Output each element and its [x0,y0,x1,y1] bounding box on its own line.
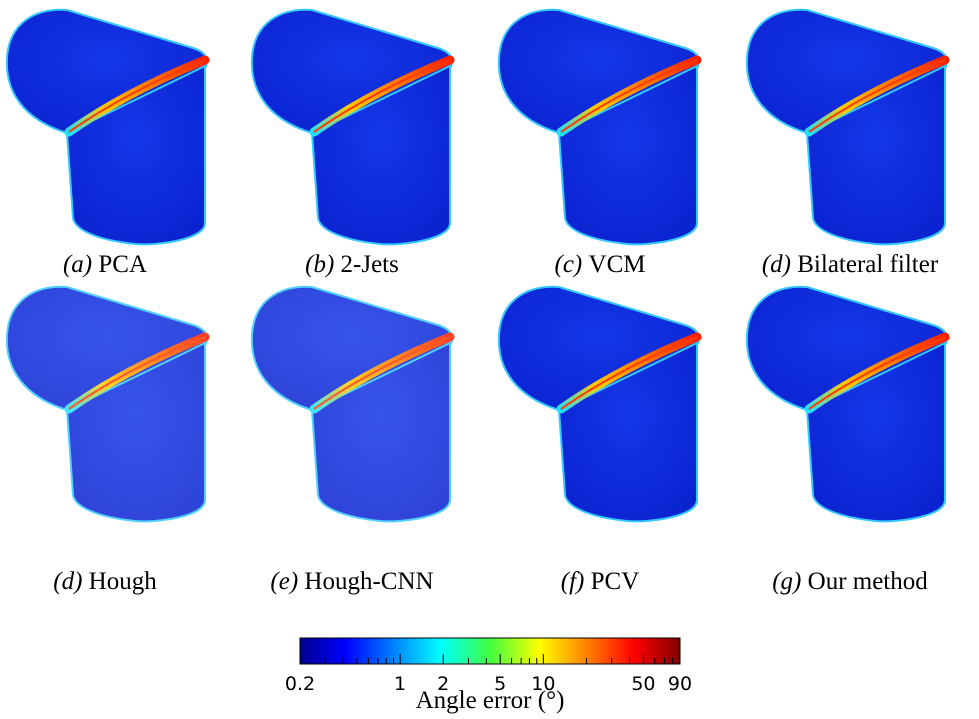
caption-label: PCV [591,568,640,595]
rendering [252,287,452,522]
tick-label: 0.2 [285,673,315,695]
rendering [747,287,947,522]
tick-label: 2 [437,673,449,695]
rendering [747,10,947,245]
panels: (a) PCA (b) 2-Jets (c) VCM (d) Bilateral fi… [7,10,947,595]
caption: (c) VCM [555,251,646,278]
caption: (a) PCA [63,251,147,278]
caption-label: PCA [98,251,147,278]
caption: (d) Bilateral filter [762,251,939,278]
rendering [252,10,452,245]
caption: (d) Hough [53,568,157,595]
tick-label: 5 [494,673,506,695]
tick-label: 90 [668,673,692,695]
caption-label: Bilateral filter [797,251,939,278]
rendering [7,10,207,245]
tick-label: 1 [394,673,406,695]
caption-tag: (f) [561,568,585,595]
colorbar-label: Angle error (°) [416,687,565,714]
colorbar-gradient [299,637,681,665]
caption-tag: (e) [270,568,298,595]
colorbar: 0.2 1 2 5 10 50 90 [285,637,692,695]
caption-label: VCM [589,251,646,278]
caption-label: 2-Jets [341,251,399,278]
caption: (f) PCV [561,568,640,595]
tick-label: 10 [531,673,555,695]
rendering [499,10,699,245]
caption-label: Our method [808,568,929,595]
caption-tag: (c) [555,251,583,278]
caption-label: Hough [89,568,158,595]
caption-tag: (d) [762,251,791,278]
caption-tag: (b) [305,251,334,278]
rendering [7,287,207,522]
caption-tag: (d) [53,568,82,595]
rendering [499,287,699,522]
caption-tag: (g) [772,568,801,595]
caption: (e) Hough-CNN [270,568,433,595]
caption: (g) Our method [772,568,928,595]
tick-label: 50 [631,673,655,695]
caption: (b) 2-Jets [305,251,399,278]
caption-tag: (a) [63,251,92,278]
caption-label: Hough-CNN [304,568,433,595]
